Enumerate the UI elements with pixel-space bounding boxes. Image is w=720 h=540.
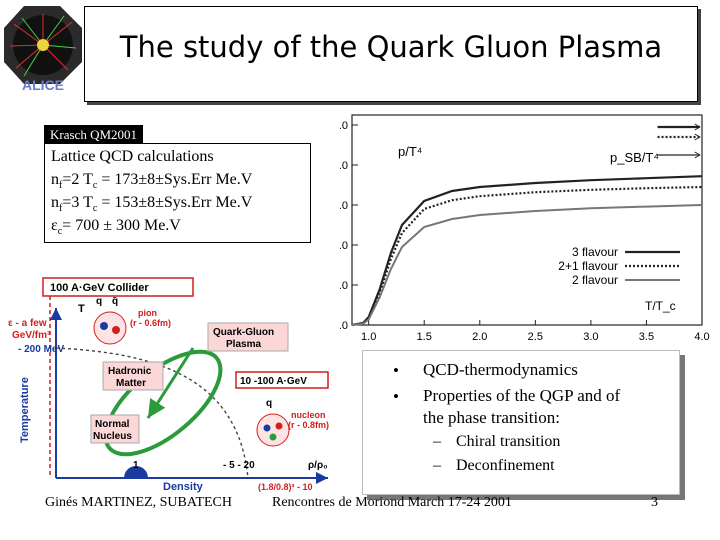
- qgp-label-2: Plasma: [226, 339, 261, 350]
- x-tick-label: 3.0: [583, 331, 598, 343]
- hadronic-label-2: Matter: [116, 378, 146, 389]
- nucleon-radius: (r - 0.8fm): [288, 420, 329, 430]
- bullet-qcd: QCD-thermodynamics: [423, 360, 578, 379]
- hadronic-box: [102, 361, 164, 391]
- sb-arrow-2: [694, 151, 701, 159]
- normal-label-1: Normal: [95, 419, 130, 430]
- legend-label-0: 3 flavour: [572, 245, 618, 259]
- x-tick-label: 4.0: [694, 331, 709, 343]
- nucleon-label: nucleon: [291, 410, 326, 420]
- x-tick-label: 2.5: [528, 331, 543, 343]
- density-tick-2: - 5 - 20: [223, 460, 255, 471]
- sb-arrow-0: [694, 123, 701, 131]
- svg-text:ALICE: ALICE: [22, 77, 64, 92]
- lattice-heading: Lattice QCD calculations: [51, 148, 214, 165]
- collider-box: [42, 277, 194, 297]
- sb-arrow-1: [694, 133, 701, 141]
- phase-diagram: 100 A·GeV Collider T ε - a few GeV/fm³ -…: [8, 277, 329, 493]
- density-formula: (1.8/0.8)³ - 10: [258, 482, 313, 492]
- chart-frame: [351, 114, 703, 326]
- bullet-panel: • QCD-thermodynamics • Properties of the…: [362, 350, 680, 495]
- slide-title: The study of the Quark Gluon Plasma: [119, 30, 663, 64]
- bullet-marker-2: •: [393, 387, 399, 406]
- temperature-value: - 200 MeV: [18, 344, 64, 355]
- y-tick-label: 5.0: [340, 120, 348, 132]
- pion-label: pion: [138, 308, 157, 318]
- y-tick-label: 3.0: [340, 200, 348, 212]
- normal-box: [90, 414, 140, 444]
- y-tick-label: 2.0: [340, 240, 348, 252]
- footer-event: Rencontres de Moriond March 17-24 2001: [272, 495, 512, 510]
- hadronic-label-1: Hadronic: [108, 366, 152, 377]
- x-tick-label: 1.5: [417, 331, 432, 343]
- pion-radius: (r - 0.6fm): [130, 318, 171, 328]
- annotation-label: p_SB/T⁴: [610, 150, 659, 165]
- density-ratio-label: ρ/ρ₀: [308, 460, 328, 471]
- trajectory-arrow: [146, 347, 195, 419]
- energy-range-box: [235, 371, 329, 389]
- x-tick-label: 3.5: [639, 331, 654, 343]
- t-axis-label: T: [78, 303, 85, 315]
- y-tick-label: 1.0: [340, 280, 348, 292]
- density-tick-1: 1: [133, 460, 139, 471]
- result-nf2: nf=2 Tc = 173±8±Sys.Err Me.V: [51, 171, 253, 192]
- legend-label-2: 2 flavour: [572, 273, 618, 287]
- epsilon-label: ε - a few: [8, 318, 47, 329]
- result-nf3: nf=3 Tc = 153±8±Sys.Err Me.V: [51, 194, 253, 215]
- title-frame: [84, 6, 698, 102]
- antiquark-label: q̄: [112, 296, 118, 307]
- legend-label-1: 2+1 flavour: [558, 259, 618, 273]
- phase-boundary: [55, 347, 249, 479]
- x-axis-label: T/T_c: [645, 299, 676, 313]
- y-axis-label: p/T⁴: [398, 144, 422, 159]
- lattice-results-box: Lattice QCD calculations nf=2 Tc = 173±8…: [44, 143, 311, 243]
- normal-nucleus-dot: [124, 466, 148, 478]
- nucleon-quark-label: q: [266, 398, 272, 409]
- quark-label: q: [96, 296, 102, 307]
- pressure-chart: 0.0 1.0 2.0 3.0 4.0 5.0 1.0 1.5 2.0 2.5 3.0 3.5 4.0…: [340, 114, 710, 343]
- trajectory-loop: [103, 349, 223, 457]
- x-tick-label: 1.0: [361, 331, 376, 343]
- series-line-2: [351, 204, 703, 326]
- pion-diagram: [93, 311, 127, 345]
- epsilon-unit: GeV/fm³: [12, 330, 51, 341]
- nucleon-diagram: [256, 413, 290, 447]
- series-line-0: [351, 175, 703, 327]
- qgp-label-1: Quark-Gluon: [213, 327, 274, 338]
- dash-1: –: [433, 433, 441, 450]
- page-number: 3: [651, 495, 658, 510]
- sub-chiral: Chiral transition: [456, 433, 561, 450]
- reference-tag: Krasch QM2001: [44, 125, 144, 145]
- collider-label: 100 A·GeV Collider: [50, 282, 149, 294]
- dash-2: –: [433, 457, 441, 474]
- bullet-properties-cont: the phase transition:: [423, 408, 560, 427]
- y-tick-label: 4.0: [340, 160, 348, 172]
- alice-logo: ALICE: [4, 6, 82, 92]
- bullet-properties: Properties of the QGP and of: [423, 386, 621, 405]
- energy-range-label: 10 -100 A·GeV: [240, 376, 307, 387]
- footer-author: Ginés MARTINEZ, SUBATECH: [45, 495, 232, 510]
- qgp-box: [207, 322, 289, 352]
- density-axis-label: Density: [163, 481, 204, 493]
- normal-label-2: Nucleus: [93, 431, 132, 442]
- sub-deconfinement: Deconfinement: [456, 457, 555, 474]
- result-energy-density: εc= 700 ± 300 Me.V: [51, 217, 181, 238]
- y-tick-label: 0.0: [340, 320, 348, 332]
- bullet-marker-1: •: [393, 361, 399, 380]
- x-tick-label: 2.0: [472, 331, 487, 343]
- temperature-axis-label: Temperature: [19, 377, 31, 443]
